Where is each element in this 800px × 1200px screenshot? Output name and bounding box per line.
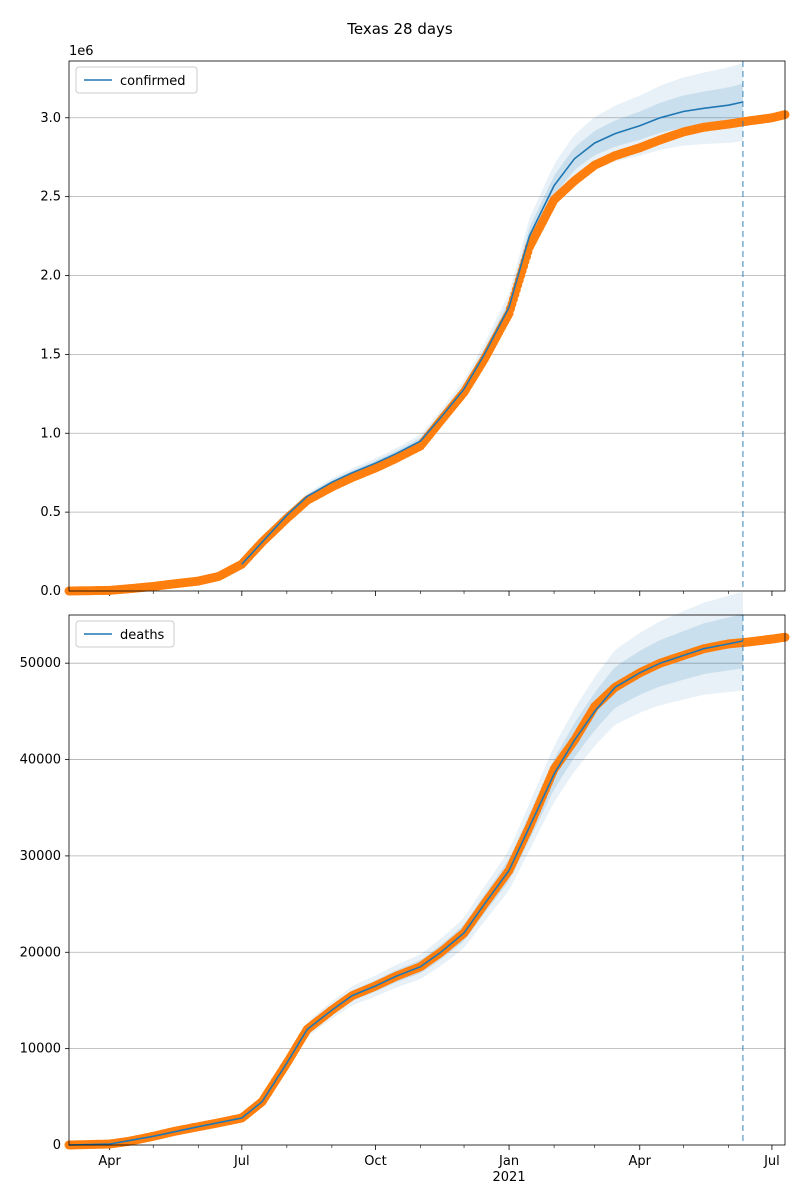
y-tick-label: 0.5 [40, 505, 61, 520]
axes-frame [68, 614, 786, 1146]
y-tick-label: 3.0 [40, 111, 61, 126]
y-tick-label: 20000 [20, 945, 61, 960]
deaths-panel: 0 10000 20000 30000 40000 50000 Apr Jul Oct Jan Ap… [20, 591, 790, 1185]
y-tick-label: 30000 [20, 849, 61, 864]
x-tick-label: Apr [98, 1154, 121, 1169]
y-tick-label: 1.0 [40, 426, 61, 441]
y-tick-label: 1.5 [40, 347, 61, 362]
y-tick-label: 40000 [20, 753, 61, 768]
figure-title: Texas 28 days [347, 20, 453, 38]
y-offset-label: 1e6 [69, 44, 94, 59]
axes-frame [68, 60, 786, 592]
legend-label: confirmed [120, 74, 186, 89]
x-tick-label: Jul [233, 1154, 250, 1169]
y-tick-label: 2.0 [40, 269, 61, 284]
x-year-label: 2021 [493, 1170, 526, 1185]
x-tick-label: Jan [498, 1154, 519, 1169]
y-tick-label: 2.5 [40, 190, 61, 205]
model-line [241, 101, 744, 565]
confidence-band-outer [69, 591, 743, 1145]
legend-label: deaths [120, 628, 165, 643]
y-tick-label: 0.0 [40, 584, 61, 599]
y-tick-label: 50000 [20, 656, 61, 671]
x-tick-label: Apr [629, 1154, 652, 1169]
y-tick-label: 0 [53, 1138, 61, 1153]
model-line [68, 640, 744, 1146]
confirmed-panel: 0.0 0.5 1.0 1.5 2.0 2.5 3.0 1e6 confirmed [40, 44, 790, 599]
x-tick-label: Oct [364, 1154, 386, 1169]
confidence-band-outer [241, 63, 743, 567]
y-tick-label: 10000 [20, 1042, 61, 1057]
legend-box [75, 66, 198, 94]
x-tick-label: Jul [763, 1154, 780, 1169]
legend-box [75, 620, 175, 648]
confidence-band-inner [69, 613, 743, 1145]
